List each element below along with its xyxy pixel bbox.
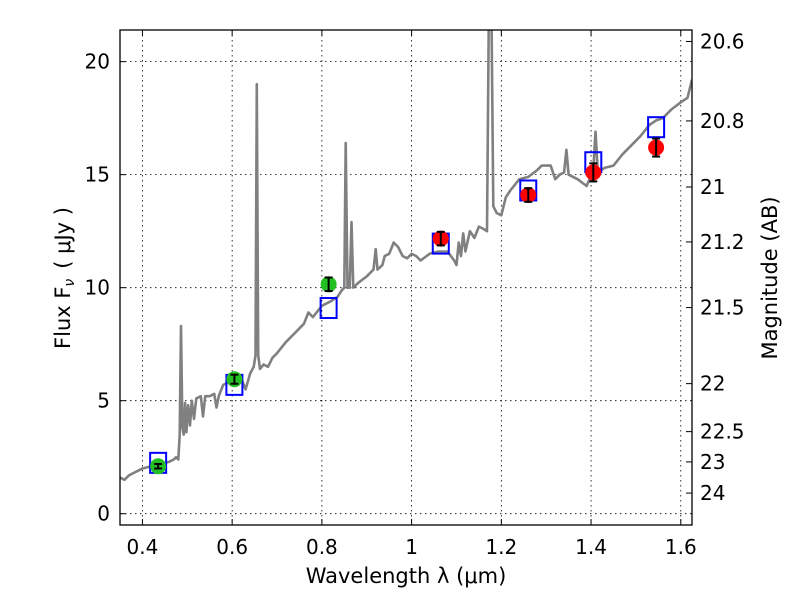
x-tick-label: 0.4: [127, 535, 159, 559]
x-tick-label: 0.6: [216, 535, 248, 559]
y-tick-label: 5: [97, 389, 110, 413]
x-tick-label: 1.6: [665, 535, 697, 559]
y2-axis-label: Magnitude (AB): [758, 196, 782, 359]
y2-tick-label: 21.2: [700, 230, 745, 254]
model-box-marker: [319, 297, 338, 320]
y2-tick-label: 22: [700, 372, 725, 396]
x-tick-label: 1.4: [575, 535, 607, 559]
y2-tick-label: 20.6: [700, 29, 745, 53]
y-axis-label: Flux Fν ( μJy ): [51, 207, 78, 349]
y2-tick-label: 23: [700, 450, 725, 474]
y2-tick-label: 24: [700, 481, 725, 505]
y2-tick-label: 20.8: [700, 109, 745, 133]
y-tick-label: 20: [85, 50, 110, 74]
marker-layer: [149, 116, 666, 475]
y2-tick-label: 21.5: [700, 296, 745, 320]
spectrum-layer: [120, 30, 692, 482]
x-tick-label: 1: [405, 535, 418, 559]
x-tick-label: 1.2: [485, 535, 517, 559]
model-box-marker: [647, 116, 666, 139]
spectrum-line: [120, 30, 692, 482]
y-axis-label-main: Flux F: [51, 287, 75, 349]
x-tick-label: 0.8: [306, 535, 338, 559]
y-axis-label-sub: ν: [62, 279, 78, 287]
y-tick-label: 10: [85, 276, 110, 300]
tick-layer: 0.4 0.6 0.8 1 1.2 1.4 1.6 0 5 10 15 20 20.6 20.8 21 21.…: [85, 29, 745, 559]
y-tick-label: 0: [97, 502, 110, 526]
x-axis-label: Wavelength λ (μm): [306, 564, 507, 588]
y2-tick-label: 22.5: [700, 420, 745, 444]
y-tick-label: 15: [85, 163, 110, 187]
plot-frame: [119, 29, 693, 526]
y2-tick-label: 21: [700, 175, 725, 199]
grid: [120, 30, 692, 525]
y-axis-label-unit: ( μJy ): [51, 207, 75, 269]
